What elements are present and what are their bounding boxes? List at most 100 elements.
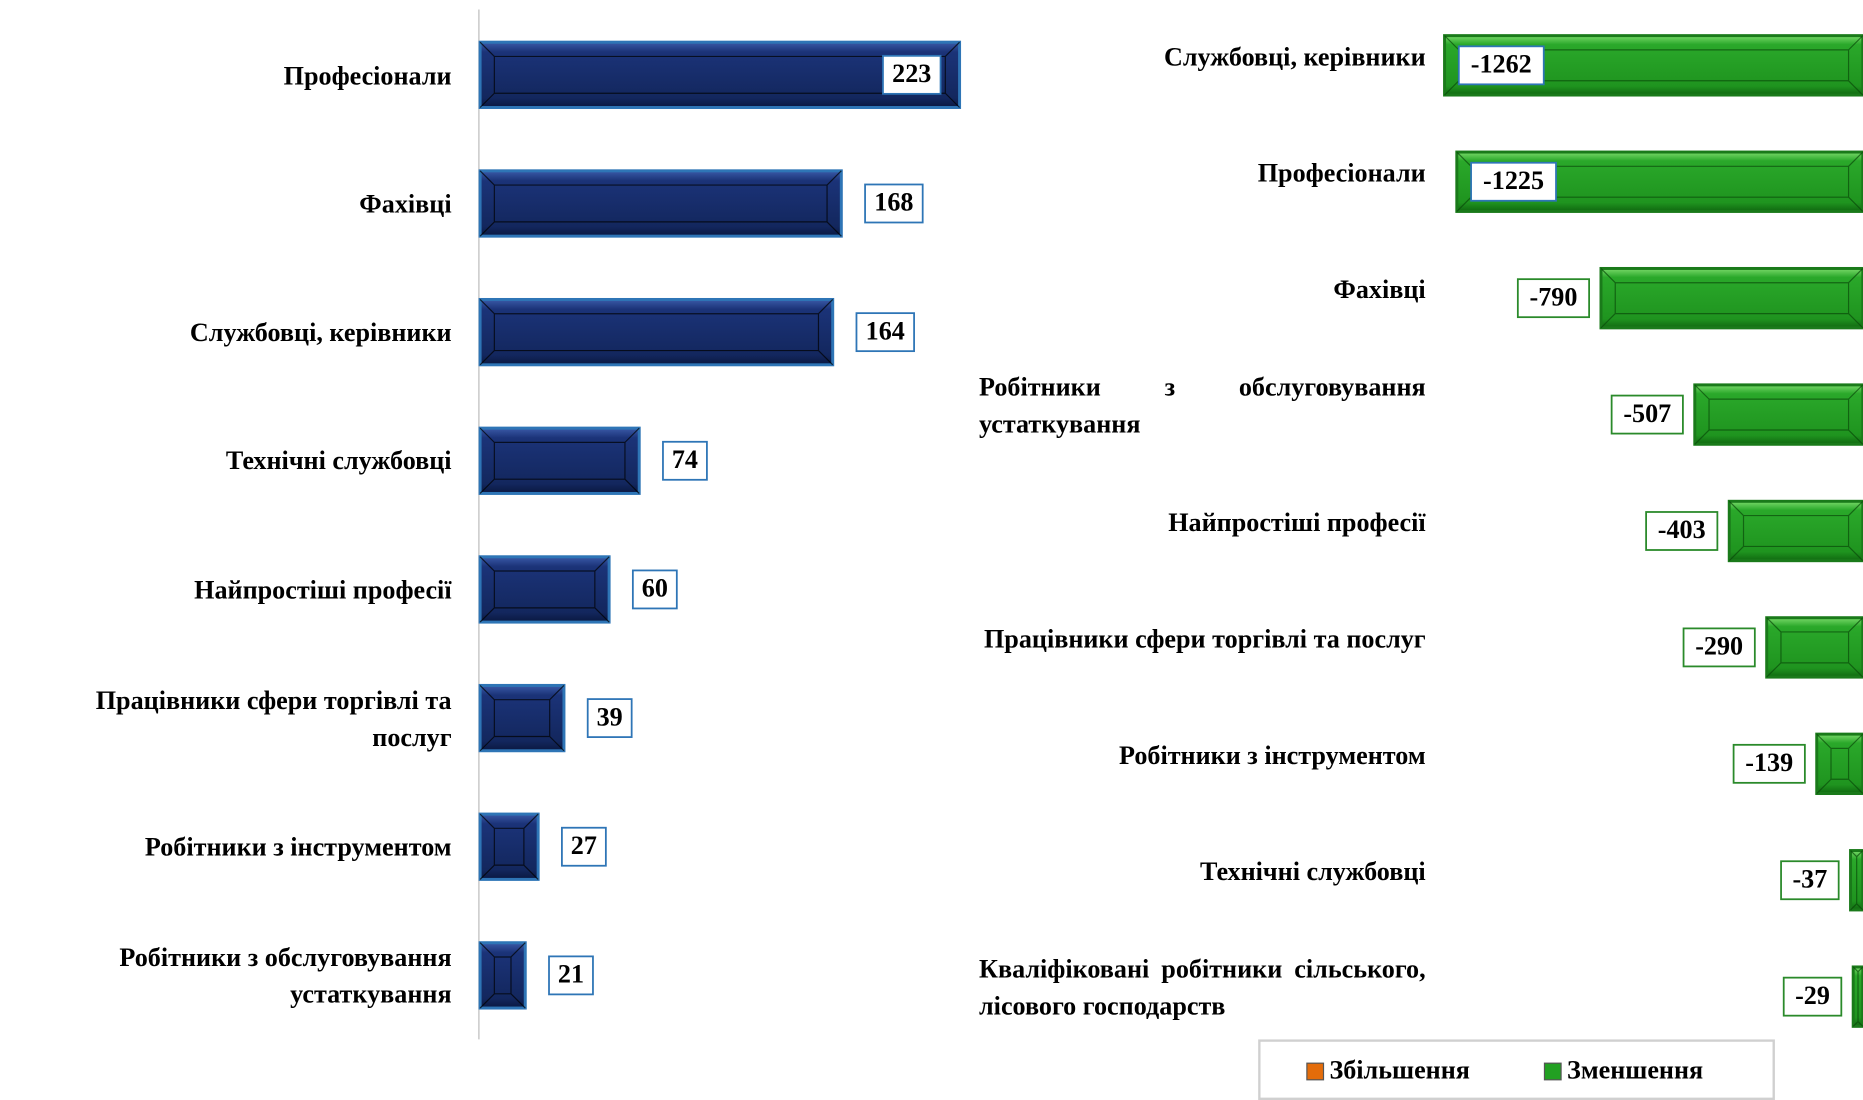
category-label-box: Робітники з обслуговування устаткування xyxy=(12,904,452,1047)
legend-box xyxy=(1258,1039,1775,1100)
category-label-wrap: Робітники з інструментом xyxy=(12,775,452,918)
bar xyxy=(480,556,610,623)
category-label: Технічні службовці xyxy=(225,445,452,476)
bar-bevel xyxy=(479,685,565,752)
bar-bevel xyxy=(479,556,610,623)
category-label: Робітники з інструментом xyxy=(144,831,452,862)
category-label-wrap: Працівники сфери торгівлі та послуг xyxy=(979,567,1426,710)
bar-bevel xyxy=(479,942,526,1009)
value-label: -403 xyxy=(1658,515,1706,544)
bar xyxy=(1816,734,1863,794)
category-label-box: Технічні службовці xyxy=(12,390,452,533)
bar-bevel xyxy=(479,41,960,108)
value-label: 223 xyxy=(892,59,931,88)
category-label-wrap: Фахівці xyxy=(979,217,1426,360)
value-label: 74 xyxy=(672,445,698,474)
category-label-box: Фахівці xyxy=(979,217,1426,360)
category-label-box: Робітники з обслуговування устаткування xyxy=(979,334,1426,477)
value-label-box xyxy=(548,955,594,996)
value-label-box xyxy=(662,440,708,481)
value-label-box xyxy=(631,569,678,610)
value-label-box xyxy=(1780,860,1840,901)
value-label: 39 xyxy=(597,702,623,731)
bar-bevel xyxy=(1850,850,1863,911)
category-label: Фахівці xyxy=(359,188,452,219)
category-label-wrap: Службовці, керівники xyxy=(979,0,1426,127)
bar-bevel xyxy=(1816,733,1863,794)
bar xyxy=(480,814,539,880)
bar-bevel xyxy=(1694,384,1863,445)
category-label: Працівники сфери торгівлі та послуг xyxy=(983,623,1426,653)
value-label-box xyxy=(1610,394,1684,435)
value-label: -290 xyxy=(1695,632,1743,661)
value-label: -507 xyxy=(1623,399,1671,428)
value-label-box xyxy=(1470,161,1557,202)
bar-bevel xyxy=(479,427,640,494)
category-label-box: Працівники сфери торгівлі та послуг xyxy=(979,567,1426,710)
category-label-box: Найпростіші професії xyxy=(12,518,452,661)
bar-bevel xyxy=(1728,500,1863,562)
value-label-box xyxy=(1732,743,1806,784)
category-label-wrap: Працівники сфери торгівлі та послуг xyxy=(12,647,452,790)
category-label-wrap: Професіонали xyxy=(979,101,1426,244)
bar xyxy=(480,428,640,494)
value-label-box xyxy=(864,183,924,224)
bar-bevel xyxy=(479,299,834,366)
category-label-wrap: Фахівці xyxy=(12,132,452,275)
bar xyxy=(480,170,842,237)
category-label: Фахівці xyxy=(1333,273,1426,304)
bar-bevel xyxy=(1852,966,1863,1027)
category-label-box: Професіонали xyxy=(979,101,1426,244)
value-label: -29 xyxy=(1795,981,1830,1010)
category-label-wrap: Найпростіші професії xyxy=(12,518,452,661)
value-label: -139 xyxy=(1745,748,1793,777)
category-label-wrap: Технічні службовці xyxy=(979,799,1426,942)
bar-bevel xyxy=(479,170,842,237)
value-label-box xyxy=(1457,45,1545,86)
category-label-wrap: Кваліфіковані робітники сільського, лісо… xyxy=(979,916,1426,1059)
bar xyxy=(1600,268,1863,328)
category-label: Робітники з обслуговування устаткування xyxy=(119,942,452,1009)
category-label: Робітники з інструментом xyxy=(1119,739,1426,770)
category-label: Робітники з обслуговування устаткування xyxy=(979,371,1426,439)
category-label-box: Робітники з інструментом xyxy=(1119,739,1426,770)
value-label: -1262 xyxy=(1471,50,1532,79)
value-label: 60 xyxy=(642,574,668,603)
value-label: -790 xyxy=(1530,282,1578,311)
category-label-wrap: Робітники з обслуговування устаткування xyxy=(12,904,452,1047)
value-label: 27 xyxy=(571,831,597,860)
category-label: Службовці, керівники xyxy=(189,317,452,347)
category-label-wrap: Технічні службовці xyxy=(12,390,452,533)
value-label-box xyxy=(882,54,942,95)
bar xyxy=(480,942,526,1009)
category-label: Службовці, керівники xyxy=(1164,40,1426,71)
bar xyxy=(1694,384,1863,445)
category-label-box: Робітники з інструментом xyxy=(12,775,452,918)
category-label: Професіонали xyxy=(283,59,452,90)
value-label: 21 xyxy=(558,960,584,989)
bar xyxy=(480,299,833,365)
value-label: -1225 xyxy=(1483,166,1544,195)
category-label: Кваліфіковані робітники сільського, лісо… xyxy=(979,953,1426,1021)
bar-bevel xyxy=(1444,35,1863,96)
category-label-wrap: Робітники з обслуговування устаткування xyxy=(979,334,1426,477)
value-label-box xyxy=(1682,627,1756,668)
value-label: 168 xyxy=(874,188,913,217)
bar-bevel xyxy=(1600,268,1863,329)
bar-bevel xyxy=(1766,617,1863,678)
category-label: Працівники сфери торгівлі та послуг xyxy=(95,684,452,752)
category-label-box: Службовці, керівники xyxy=(979,0,1426,127)
category-label: Професіонали xyxy=(1257,157,1426,188)
category-label-box: Фахівці xyxy=(12,132,452,275)
category-label-box: Технічні службовці xyxy=(979,799,1426,942)
bar xyxy=(1729,501,1863,561)
value-label: 164 xyxy=(866,316,905,345)
value-label-box xyxy=(1516,278,1591,319)
value-label-box xyxy=(1645,511,1719,551)
legend-swatch xyxy=(1306,1062,1325,1081)
value-label-box xyxy=(561,826,607,867)
bar-bevel xyxy=(1456,151,1863,212)
category-label: Найпростіші професії xyxy=(194,574,452,605)
bar-bevel xyxy=(479,813,539,880)
